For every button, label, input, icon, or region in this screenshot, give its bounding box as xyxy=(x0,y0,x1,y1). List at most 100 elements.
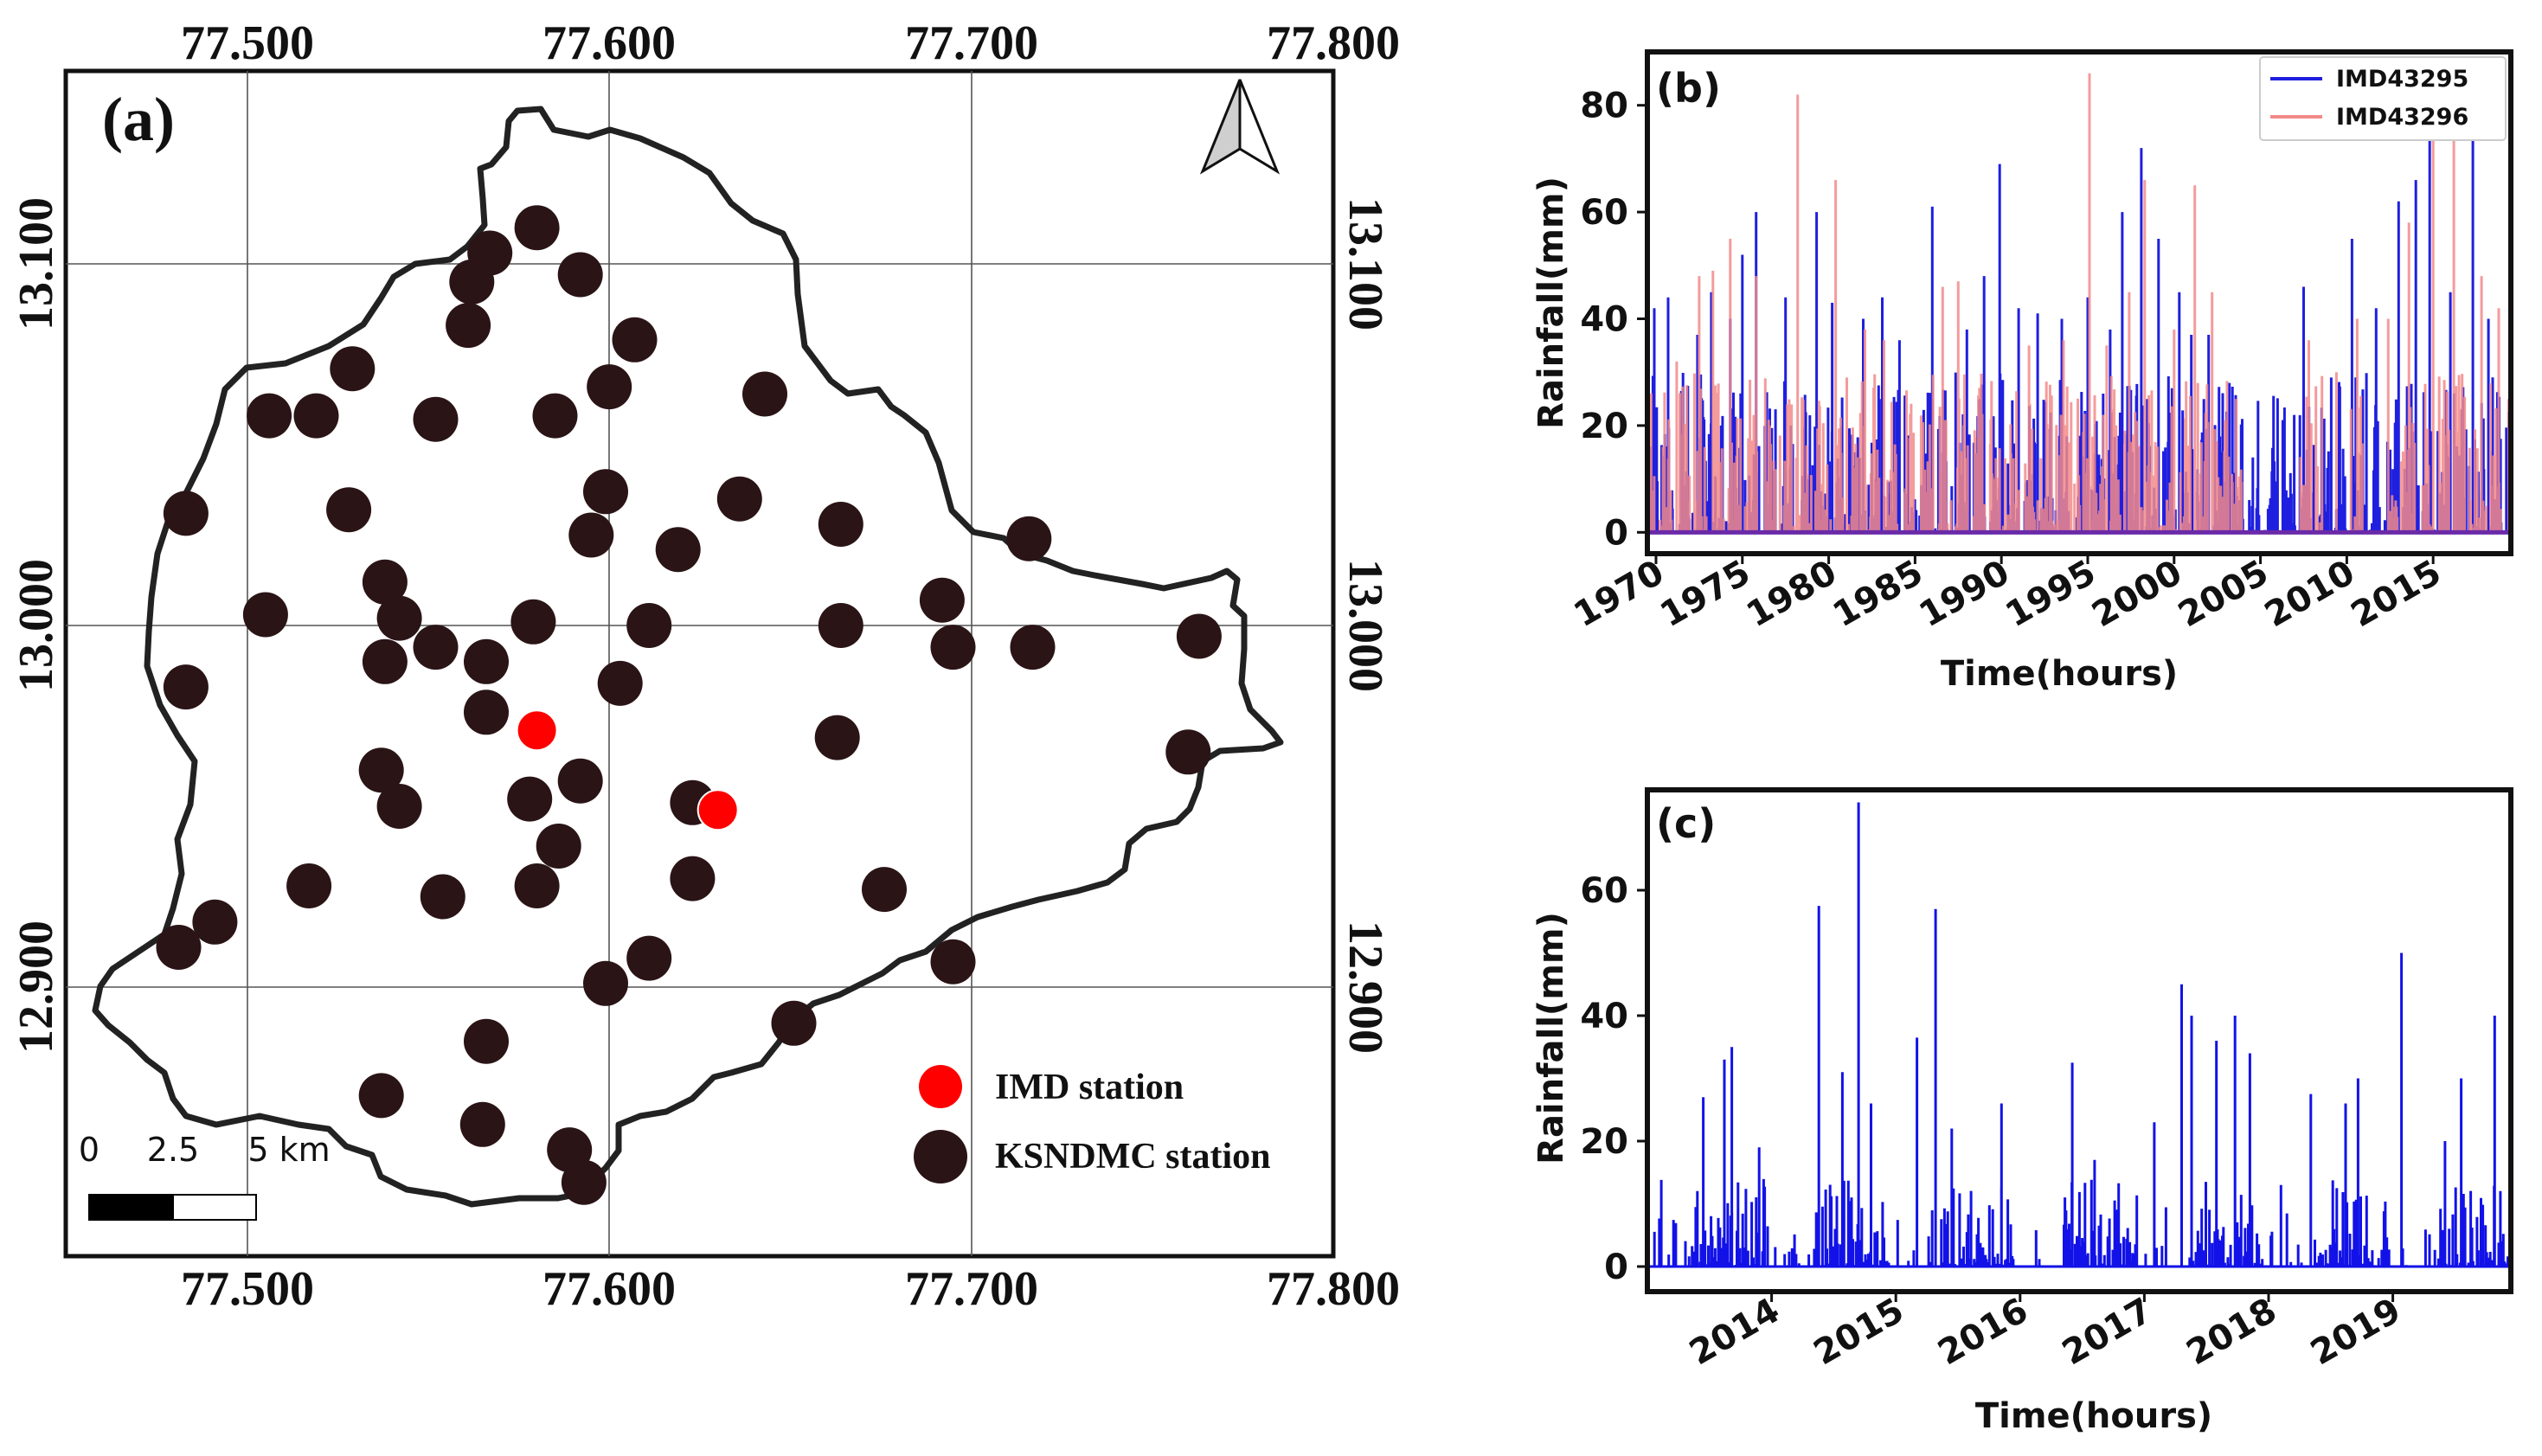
map-legend: IMD station KSNDMC station xyxy=(914,1065,1271,1183)
ksndmc-station-marker xyxy=(818,502,863,547)
ksndmc-station-marker xyxy=(376,595,422,641)
north-arrow-icon xyxy=(1199,79,1281,175)
y-tick-label: 40 xyxy=(1580,300,1628,340)
ksndmc-station-marker xyxy=(446,303,491,349)
map-xtick-bottom-4: 77.800 xyxy=(1267,1262,1400,1316)
x-tick-label: 1995 xyxy=(2000,553,2102,636)
panel-b-plot-area xyxy=(1650,73,2508,535)
y-tick-label: 60 xyxy=(1580,871,1628,911)
series-imd43295-line-c xyxy=(1650,802,2508,1268)
ksndmc-station-marker xyxy=(1006,516,1052,561)
ksndmc-station-marker xyxy=(716,476,762,522)
imd-station-layer xyxy=(516,709,739,831)
panel-c-x-ticks: 2014 2015 2016 2017 2018 2019 xyxy=(1683,1291,2407,1374)
x-tick-label: 2005 xyxy=(2172,553,2275,636)
panel-c-label: (c) xyxy=(1656,800,1716,847)
ksndmc-station-marker xyxy=(420,874,465,920)
ksndmc-station-marker xyxy=(557,252,603,298)
ksndmc-station-marker xyxy=(514,205,560,251)
ksndmc-station-marker xyxy=(464,638,509,684)
ksndmc-station-layer xyxy=(156,205,1222,1205)
ksndmc-station-marker xyxy=(536,824,581,869)
ksndmc-station-marker xyxy=(818,603,863,648)
ksndmc-station-marker xyxy=(358,1073,404,1119)
map-xtick-bottom-3: 77.700 xyxy=(905,1262,1038,1316)
legend-imd43295-label: IMD43295 xyxy=(2336,66,2468,93)
ksndmc-station-marker xyxy=(626,603,672,648)
x-tick-label: 1990 xyxy=(1913,553,2016,636)
scale-label-0: 0 xyxy=(79,1131,99,1169)
ksndmc-station-marker xyxy=(286,863,332,908)
ksndmc-station-marker xyxy=(814,715,860,760)
scale-bar-black xyxy=(88,1194,174,1221)
map-ytick-right-3: 13.100 xyxy=(1338,197,1392,330)
ksndmc-station-marker xyxy=(293,393,339,439)
ksndmc-station-marker xyxy=(247,393,292,439)
map-xtick-bottom-1: 77.500 xyxy=(181,1262,314,1316)
panel-c: 0 20 40 60 2014 2015 2016 2017 2018 2019 (c) Tim… xyxy=(1531,787,2513,1436)
ksndmc-station-marker xyxy=(742,371,787,417)
map-xtick-top-4: 77.800 xyxy=(1267,16,1400,70)
panel-c-xlabel: Time(hours) xyxy=(1975,1396,2212,1436)
ksndmc-station-marker xyxy=(626,935,672,981)
ksndmc-station-marker xyxy=(163,664,209,710)
legend-ksndmc-marker xyxy=(914,1130,967,1183)
y-tick-label: 20 xyxy=(1580,407,1628,446)
legend-imd-label: IMD station xyxy=(995,1068,1184,1107)
scale-bar-white xyxy=(172,1194,257,1221)
ksndmc-station-marker xyxy=(192,899,238,945)
panel-c-plot-area xyxy=(1650,802,2508,1268)
ksndmc-station-marker xyxy=(507,776,553,822)
panel-b-ylabel: Rainfall(mm) xyxy=(1531,176,1571,429)
ksndmc-station-marker xyxy=(330,346,376,392)
ksndmc-station-marker xyxy=(583,960,628,1006)
ksndmc-station-marker xyxy=(568,512,614,558)
ksndmc-station-marker xyxy=(930,939,976,985)
legend-ksndmc-label: KSNDMC station xyxy=(995,1137,1271,1177)
scale-label-2-5: 2.5 xyxy=(147,1131,199,1169)
map-xtick-bottom-2: 77.600 xyxy=(542,1262,676,1316)
ksndmc-station-marker xyxy=(1010,625,1056,670)
legend-imd43296-label: IMD43296 xyxy=(2336,104,2468,131)
imd-station-marker xyxy=(516,709,558,752)
map-ytick-left-3: 13.100 xyxy=(10,197,63,330)
x-tick-label: 2015 xyxy=(2345,553,2448,636)
panel-c-ylabel: Rainfall(mm) xyxy=(1531,912,1571,1164)
x-tick-label: 2014 xyxy=(1683,1291,1786,1374)
x-tick-label: 2000 xyxy=(2085,553,2188,636)
x-tick-label: 2019 xyxy=(2304,1291,2407,1374)
x-tick-label: 1980 xyxy=(1740,553,1843,636)
map-xtick-top-3: 77.700 xyxy=(905,16,1038,70)
scale-bar: 0 2.5 5 km xyxy=(79,1131,331,1221)
ksndmc-station-marker xyxy=(583,469,628,515)
ksndmc-station-marker xyxy=(514,863,560,908)
ksndmc-station-marker xyxy=(561,1159,607,1205)
panel-b-y-ticks: 0 20 40 60 80 xyxy=(1580,87,1647,553)
x-tick-label: 2018 xyxy=(2180,1291,2283,1374)
panel-c-y-ticks: 0 20 40 60 xyxy=(1580,871,1647,1287)
ksndmc-station-marker xyxy=(156,925,202,970)
x-tick-label: 1970 xyxy=(1568,553,1671,636)
ksndmc-station-marker xyxy=(459,1101,505,1147)
ksndmc-station-marker xyxy=(413,625,459,670)
map-ytick-right-2: 13.000 xyxy=(1338,559,1392,692)
map-panel: 77.500 77.600 77.700 77.800 77.500 77.60… xyxy=(10,16,1400,1316)
city-boundary xyxy=(92,106,1284,1208)
ksndmc-station-marker xyxy=(510,599,556,645)
x-tick-label: 2017 xyxy=(2056,1291,2159,1374)
x-tick-label: 1975 xyxy=(1653,553,1756,636)
ksndmc-station-marker xyxy=(919,577,965,623)
ksndmc-station-marker xyxy=(163,491,209,536)
panel-b-xlabel: Time(hours) xyxy=(1941,654,2178,694)
map-xtick-top-1: 77.500 xyxy=(181,16,314,70)
x-tick-label: 1985 xyxy=(1826,553,1929,636)
imd-station-marker xyxy=(696,789,739,831)
ksndmc-station-marker xyxy=(242,592,288,638)
ksndmc-station-marker xyxy=(532,393,578,439)
map-panel-label: (a) xyxy=(102,85,175,154)
x-tick-label: 2016 xyxy=(1931,1291,2034,1374)
ksndmc-station-marker xyxy=(612,317,658,362)
